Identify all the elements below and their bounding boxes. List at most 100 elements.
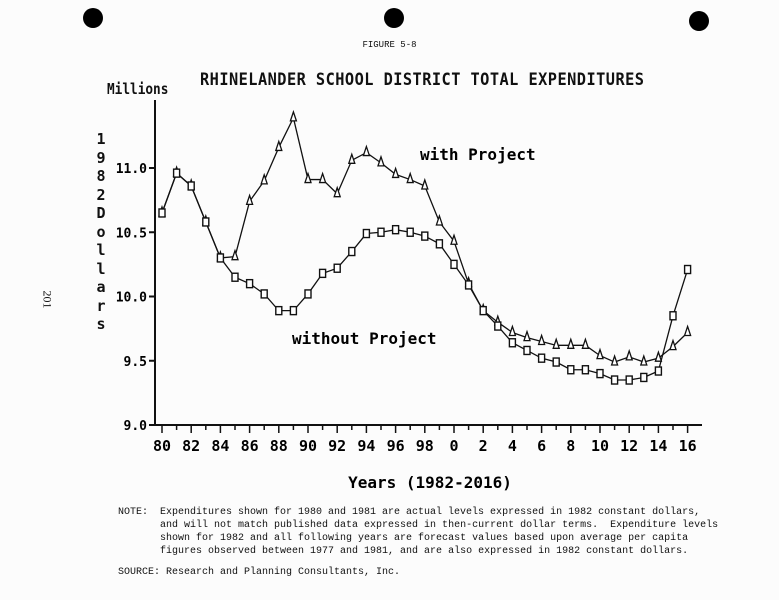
data-point bbox=[669, 311, 677, 321]
data-point bbox=[581, 337, 590, 349]
y-axis-label: 1982 Dollars bbox=[96, 130, 106, 333]
data-point bbox=[625, 375, 633, 385]
figure-label: FIGURE 5-8 bbox=[362, 40, 417, 50]
x-axis-label: Years (1982-2016) bbox=[348, 473, 512, 492]
data-point bbox=[610, 353, 619, 366]
data-point bbox=[391, 224, 400, 235]
y-tick-label: 9.5 bbox=[124, 355, 147, 370]
data-point bbox=[479, 305, 487, 316]
data-point bbox=[289, 109, 298, 122]
data-point bbox=[391, 166, 400, 179]
x-tick-label: 12 bbox=[620, 437, 638, 455]
x-tick-label: 88 bbox=[270, 437, 288, 455]
data-point bbox=[464, 280, 473, 290]
data-point bbox=[683, 324, 692, 337]
data-point bbox=[654, 366, 663, 376]
data-point bbox=[245, 278, 254, 289]
data-point bbox=[347, 152, 356, 164]
y-tick-label: 10.0 bbox=[116, 291, 147, 306]
chart-title: RHINELANDER SCHOOL DISTRICT TOTAL EXPEND… bbox=[200, 70, 645, 90]
data-point bbox=[318, 171, 327, 184]
data-point bbox=[552, 357, 560, 367]
data-point bbox=[362, 228, 371, 239]
data-point bbox=[274, 139, 283, 152]
data-point bbox=[260, 172, 269, 185]
data-point bbox=[450, 233, 458, 245]
data-point bbox=[362, 144, 371, 157]
data-point bbox=[406, 227, 414, 237]
series-label-with-project: with Project bbox=[420, 145, 536, 164]
data-point bbox=[567, 365, 575, 375]
data-point bbox=[216, 253, 225, 263]
data-point bbox=[640, 372, 648, 383]
x-tick-label: 82 bbox=[182, 437, 200, 455]
data-point bbox=[596, 368, 604, 379]
x-tick-label: 84 bbox=[211, 437, 229, 455]
x-tick-label: 94 bbox=[357, 437, 375, 455]
x-tick-label: 96 bbox=[387, 437, 405, 455]
data-point bbox=[450, 259, 458, 270]
x-tick-label: 8 bbox=[566, 437, 575, 455]
data-point bbox=[333, 263, 341, 273]
data-point bbox=[377, 227, 385, 237]
x-tick-label: 4 bbox=[508, 437, 517, 455]
data-point bbox=[508, 324, 517, 337]
data-point bbox=[187, 181, 195, 191]
x-tick-label: 10 bbox=[591, 437, 609, 455]
data-point bbox=[245, 193, 254, 206]
data-point bbox=[435, 239, 444, 249]
x-tick-label: 86 bbox=[241, 437, 259, 455]
x-tick-label: 6 bbox=[537, 437, 546, 455]
data-point bbox=[406, 171, 415, 184]
data-point bbox=[304, 289, 312, 299]
series-label-without-project: without Project bbox=[292, 329, 437, 348]
data-point bbox=[231, 272, 239, 282]
x-tick-label: 92 bbox=[328, 437, 346, 455]
data-point bbox=[537, 333, 546, 346]
data-point bbox=[669, 338, 677, 351]
data-point bbox=[494, 321, 502, 331]
data-point bbox=[260, 289, 268, 299]
data-point bbox=[610, 375, 619, 385]
data-point bbox=[523, 329, 531, 342]
data-point bbox=[552, 337, 561, 349]
data-point bbox=[158, 208, 166, 218]
data-point bbox=[625, 348, 634, 361]
units-label: Millions bbox=[107, 80, 169, 98]
data-point bbox=[508, 338, 517, 348]
series-line-without-project bbox=[161, 172, 689, 381]
x-tick-label: 0 bbox=[449, 437, 458, 455]
data-point bbox=[581, 365, 590, 375]
y-tick-label: 9.0 bbox=[124, 419, 148, 434]
data-point bbox=[523, 345, 531, 356]
punch-hole bbox=[689, 11, 709, 31]
data-point bbox=[318, 268, 327, 279]
data-point bbox=[275, 305, 283, 316]
punch-hole bbox=[83, 8, 103, 28]
y-tick-label: 10.5 bbox=[116, 226, 147, 241]
data-point bbox=[654, 350, 663, 362]
data-point bbox=[231, 248, 239, 261]
punch-hole bbox=[384, 8, 404, 28]
data-point bbox=[639, 353, 648, 366]
data-point bbox=[537, 353, 546, 363]
data-point bbox=[304, 171, 312, 184]
x-tick-label: 16 bbox=[679, 437, 697, 455]
x-tick-label: 2 bbox=[479, 437, 488, 455]
data-point bbox=[172, 168, 181, 178]
x-tick-label: 14 bbox=[649, 437, 667, 455]
x-tick-label: 90 bbox=[299, 437, 317, 455]
source-text: SOURCE: Research and Planning Consultant… bbox=[118, 567, 401, 578]
data-point bbox=[421, 231, 429, 241]
data-point bbox=[202, 217, 210, 227]
data-point bbox=[333, 185, 342, 198]
data-point bbox=[348, 246, 356, 257]
data-point bbox=[420, 177, 429, 190]
data-point bbox=[596, 347, 604, 360]
data-point bbox=[377, 154, 385, 167]
note-text: NOTE: Expenditures shown for 1980 and 19… bbox=[118, 507, 719, 557]
data-point bbox=[289, 305, 298, 316]
data-point bbox=[683, 264, 692, 275]
